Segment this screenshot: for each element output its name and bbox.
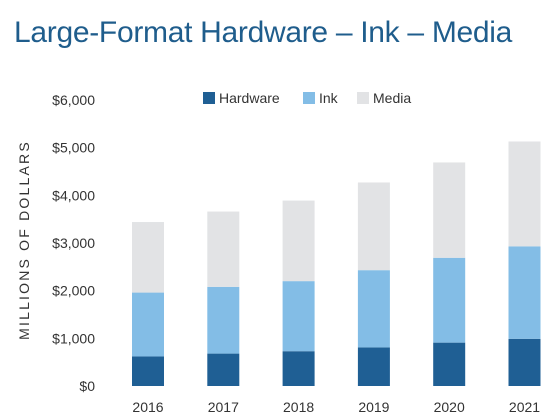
legend-label-media: Media xyxy=(373,90,411,106)
bar-media-2019 xyxy=(357,182,390,271)
bar-hardware-2020 xyxy=(433,342,466,386)
bar-ink-2017 xyxy=(207,286,240,354)
x-tick-label: 2016 xyxy=(132,399,163,415)
x-tick-label: 2021 xyxy=(509,399,540,415)
bar-hardware-2017 xyxy=(207,353,240,386)
y-tick-label: $6,000 xyxy=(52,92,95,108)
y-tick-label: $1,000 xyxy=(52,330,95,346)
legend-swatch-ink xyxy=(303,92,315,104)
y-tick-label: $5,000 xyxy=(52,140,95,156)
bar-ink-2016 xyxy=(132,292,164,357)
bar-ink-2021 xyxy=(508,246,541,339)
y-tick-label: $4,000 xyxy=(52,187,95,203)
bar-hardware-2016 xyxy=(132,356,164,386)
y-tick-label: $0 xyxy=(79,378,95,394)
bar-ink-2018 xyxy=(282,281,315,352)
legend-label-ink: Ink xyxy=(319,90,339,106)
bar-media-2017 xyxy=(207,211,240,287)
bar-ink-2020 xyxy=(433,257,466,343)
chart-title: Large-Format Hardware – Ink – Media xyxy=(14,16,513,49)
y-tick-label: $3,000 xyxy=(52,235,95,251)
bar-media-2021 xyxy=(508,141,541,247)
bar-ink-2019 xyxy=(357,270,390,348)
legend-swatch-media xyxy=(357,92,369,104)
legend-swatch-hardware xyxy=(203,92,215,104)
x-tick-label: 2018 xyxy=(283,399,314,415)
bar-media-2016 xyxy=(132,222,164,293)
bar-media-2020 xyxy=(433,162,466,258)
x-tick-label: 2020 xyxy=(434,399,465,415)
bar-hardware-2019 xyxy=(357,347,390,386)
x-tick-label: 2017 xyxy=(208,399,239,415)
y-tick-label: $2,000 xyxy=(52,283,95,299)
x-tick-label: 2019 xyxy=(358,399,389,415)
bar-hardware-2018 xyxy=(282,351,315,386)
bar-hardware-2021 xyxy=(508,338,541,386)
legend-label-hardware: Hardware xyxy=(219,90,280,106)
bar-media-2018 xyxy=(282,200,315,282)
